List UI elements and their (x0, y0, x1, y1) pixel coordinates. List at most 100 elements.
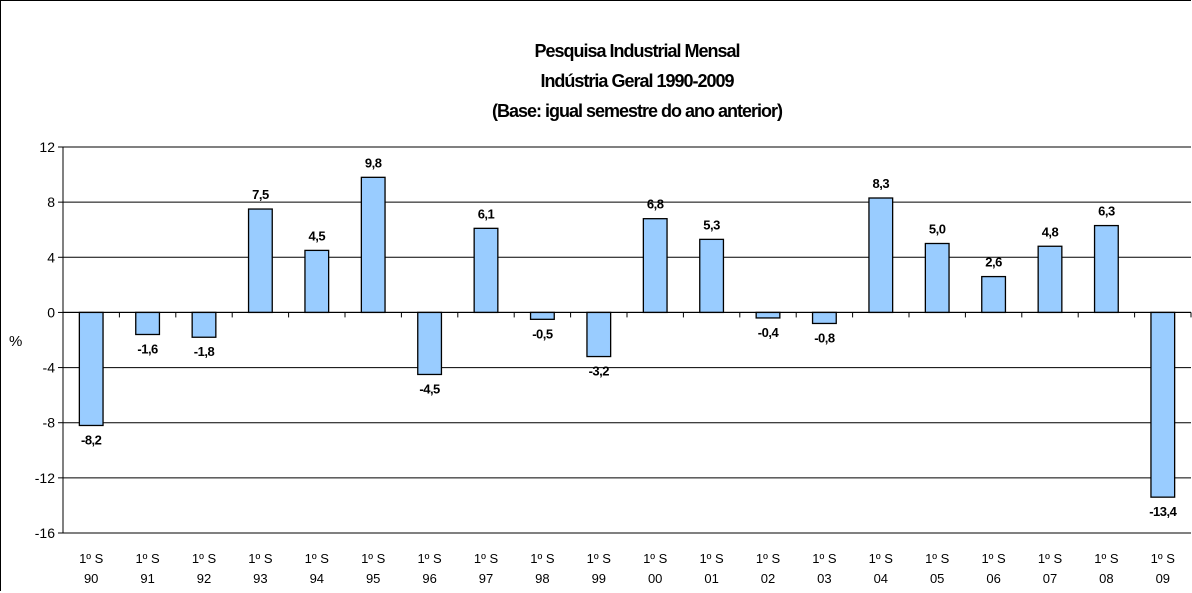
x-tick-label-top: 1º S (192, 551, 217, 566)
x-tick-label-top: 1º S (869, 551, 894, 566)
data-label: 7,5 (252, 187, 269, 202)
y-axis-label: % (9, 333, 22, 350)
data-label: -1,6 (137, 341, 158, 356)
x-tick-label-bottom: 01 (704, 571, 718, 586)
x-tick-label-bottom: 96 (422, 571, 436, 586)
x-tick-label-top: 1º S (812, 551, 837, 566)
bar (135, 311, 161, 336)
x-tick-labels: 1º S 90 1º S 91 1º S 92 1º S 93 1º S 94 1º S 95 1º S… (79, 551, 1175, 586)
bar (755, 311, 781, 319)
x-tick-label-bottom: 00 (648, 571, 662, 586)
x-tick-label-bottom: 98 (535, 571, 549, 586)
data-label: -13,4 (1149, 504, 1177, 519)
bar (360, 176, 386, 314)
data-label: 6,3 (1098, 204, 1115, 219)
chart-title-line-3: (Base: igual semestre do ano anterior) (492, 101, 783, 121)
bar (981, 275, 1007, 314)
data-label: 6,1 (478, 206, 495, 221)
x-tick-label-bottom: 97 (479, 571, 493, 586)
y-tick-label: 8 (47, 194, 55, 210)
y-tick-label: 0 (47, 304, 55, 320)
bar (191, 311, 217, 338)
x-tick-label-top: 1º S (643, 551, 668, 566)
y-tick-label: -4 (43, 360, 56, 376)
bar (247, 208, 273, 314)
x-tick-label-bottom: 95 (366, 571, 380, 586)
x-tick-label-top: 1º S (699, 551, 724, 566)
x-tick-label-bottom: 91 (140, 571, 154, 586)
x-tick-label-bottom: 94 (310, 571, 324, 586)
bar (642, 218, 668, 314)
data-label: 5,3 (703, 217, 720, 232)
x-tick-label-bottom: 93 (253, 571, 267, 586)
data-label: -1,8 (194, 344, 215, 359)
x-tick-label-top: 1º S (587, 551, 612, 566)
x-tick-label-bottom: 02 (761, 571, 775, 586)
x-tick-label-bottom: 05 (930, 571, 944, 586)
data-label: 8,3 (873, 176, 890, 191)
data-label: 5,0 (929, 222, 946, 237)
data-labels: -8,2 -1,6 -1,8 7,5 4,5 9,8 -4,5 6,1 -0,5 -3,2 6,8 5… (81, 155, 1178, 519)
bar (473, 227, 499, 314)
data-label: -4,5 (419, 381, 440, 396)
y-tick-label: -12 (35, 470, 55, 486)
x-tick-label-top: 1º S (925, 551, 950, 566)
x-tick-label-top: 1º S (474, 551, 499, 566)
x-tick-label-top: 1º S (417, 551, 442, 566)
data-label: 2,6 (985, 255, 1002, 270)
bar (868, 197, 894, 314)
x-tick-label-top: 1º S (361, 551, 386, 566)
bar (924, 242, 950, 314)
x-tick-label-top: 1º S (981, 551, 1006, 566)
y-tick-label: -16 (35, 525, 55, 541)
x-tick-label-top: 1º S (135, 551, 160, 566)
bar (586, 311, 612, 358)
x-tick-label-top: 1º S (1151, 551, 1176, 566)
x-tick-label-bottom: 08 (1099, 571, 1113, 586)
y-tick-label: -8 (43, 415, 56, 431)
bar (78, 311, 104, 427)
x-tick-label-top: 1º S (530, 551, 555, 566)
bar (1093, 224, 1119, 314)
data-label: -0,8 (814, 330, 835, 345)
data-label: 4,5 (309, 228, 326, 243)
data-label: -8,2 (81, 432, 102, 447)
chart-title-line-1: Pesquisa Industrial Mensal (534, 41, 739, 61)
x-tick-label-top: 1º S (756, 551, 781, 566)
x-tick-label-bottom: 07 (1043, 571, 1057, 586)
data-label: -0,4 (758, 325, 780, 340)
bar (811, 311, 837, 325)
data-label: 9,8 (365, 155, 382, 170)
x-tick-label-top: 1º S (248, 551, 273, 566)
axes (58, 146, 1192, 534)
x-tick-label-bottom: 92 (197, 571, 211, 586)
bar (699, 238, 725, 314)
x-tick-label-bottom: 99 (592, 571, 606, 586)
bars (78, 176, 1176, 498)
gridlines (63, 146, 1191, 534)
x-tick-label-bottom: 04 (874, 571, 888, 586)
bar (417, 311, 443, 376)
chart-title-group: Pesquisa Industrial Mensal Indústria Ger… (492, 41, 784, 121)
y-tick-label: 12 (39, 139, 55, 155)
data-label: 4,8 (1042, 224, 1059, 239)
bar (1150, 311, 1176, 498)
data-label: -3,2 (589, 364, 610, 379)
bar (1037, 245, 1063, 314)
bar (529, 311, 555, 320)
y-tick-labels: 12 8 4 0 -4 -8 -12 -16 (35, 139, 55, 541)
chart-title-line-2: Indústria Geral 1990-2009 (540, 71, 734, 91)
x-tick-label-top: 1º S (1038, 551, 1063, 566)
data-label: -0,5 (532, 326, 553, 341)
x-tick-label-bottom: 03 (817, 571, 831, 586)
x-tick-label-top: 1º S (1094, 551, 1119, 566)
bar (304, 249, 330, 314)
x-tick-label-top: 1º S (79, 551, 104, 566)
x-tick-label-bottom: 06 (986, 571, 1000, 586)
data-label: 6,8 (647, 197, 664, 212)
x-tick-label-bottom: 09 (1156, 571, 1170, 586)
x-tick-label-bottom: 90 (84, 571, 98, 586)
x-tick-label-top: 1º S (305, 551, 330, 566)
